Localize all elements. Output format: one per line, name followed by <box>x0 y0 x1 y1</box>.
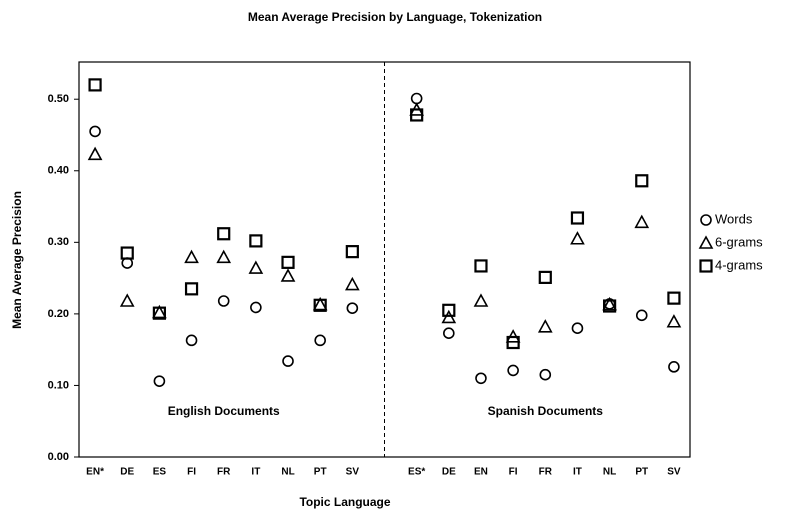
point <box>185 334 198 347</box>
x-tick-label: NL <box>603 467 616 478</box>
legend-label: 4-grams <box>715 257 763 272</box>
point <box>475 372 487 385</box>
point <box>538 270 552 284</box>
x-tick-label: FR <box>539 467 553 478</box>
point <box>153 375 166 387</box>
point <box>474 259 488 273</box>
legend-label: 6-grams <box>715 234 763 249</box>
x-tick-label: FR <box>217 467 231 478</box>
point <box>119 293 135 307</box>
x-tick-label: DE <box>120 467 134 478</box>
x-tick-label: IT <box>573 467 582 478</box>
x-tick-label: IT <box>251 467 260 478</box>
point <box>250 301 262 314</box>
point <box>442 303 456 317</box>
point <box>570 211 585 225</box>
point <box>668 361 680 373</box>
point <box>443 327 455 340</box>
y-tick-label: 0.40 <box>48 165 69 177</box>
x-tick-label: PT <box>635 467 648 478</box>
point <box>666 314 682 328</box>
point <box>248 260 264 274</box>
y-axis-label: Mean Average Precision <box>10 191 24 329</box>
point <box>282 355 294 367</box>
x-tick-label: NL <box>281 467 294 478</box>
point <box>152 304 167 319</box>
point <box>537 319 553 333</box>
y-tick-label: 0.50 <box>48 93 69 105</box>
point <box>441 309 457 324</box>
point <box>216 249 232 264</box>
point <box>314 334 326 347</box>
x-tick-label: ES* <box>408 467 425 478</box>
point <box>570 231 585 245</box>
y-tick-label: 0.30 <box>48 236 69 248</box>
x-tick-label: SV <box>667 467 681 478</box>
legend-marker <box>700 214 712 226</box>
point <box>410 108 424 122</box>
legend-marker <box>698 235 714 249</box>
point <box>634 214 650 229</box>
point <box>345 245 359 259</box>
point <box>473 293 489 307</box>
panel-label: Spanish Documents <box>488 404 604 418</box>
point <box>344 276 360 291</box>
chart-title: Mean Average Precision by Language, Toke… <box>248 10 542 24</box>
point <box>312 296 328 311</box>
point <box>507 364 519 377</box>
x-axis-label: Topic Language <box>299 495 390 509</box>
point <box>120 246 134 260</box>
point <box>539 368 552 381</box>
panel-label: English Documents <box>168 404 280 418</box>
x-tick-label: FI <box>509 467 518 478</box>
point <box>280 268 296 282</box>
x-tick-label: PT <box>314 467 327 478</box>
y-tick-label: 0.00 <box>48 451 69 463</box>
x-tick-label: EN* <box>86 467 104 478</box>
x-tick-label: EN <box>474 467 488 478</box>
point <box>89 125 101 138</box>
point <box>184 249 199 264</box>
point <box>410 92 423 105</box>
point <box>87 146 103 161</box>
point <box>602 296 617 311</box>
point <box>635 309 648 322</box>
point <box>281 255 295 269</box>
x-tick-label: SV <box>346 467 360 478</box>
point <box>88 78 102 92</box>
point <box>249 234 263 248</box>
point <box>506 335 520 350</box>
point <box>313 298 327 312</box>
legend-label: Words <box>715 211 753 226</box>
point <box>571 322 584 334</box>
point <box>152 306 166 320</box>
x-tick-label: ES <box>153 467 167 478</box>
point <box>217 295 230 307</box>
point <box>667 291 681 305</box>
x-tick-label: DE <box>442 467 456 478</box>
x-tick-label: FI <box>187 467 196 478</box>
point <box>346 302 359 314</box>
point <box>635 174 649 188</box>
point <box>184 282 199 296</box>
y-tick-label: 0.10 <box>48 379 69 391</box>
y-tick-label: 0.20 <box>48 308 69 320</box>
point <box>603 299 617 313</box>
legend-marker <box>699 259 713 273</box>
point <box>217 227 231 241</box>
